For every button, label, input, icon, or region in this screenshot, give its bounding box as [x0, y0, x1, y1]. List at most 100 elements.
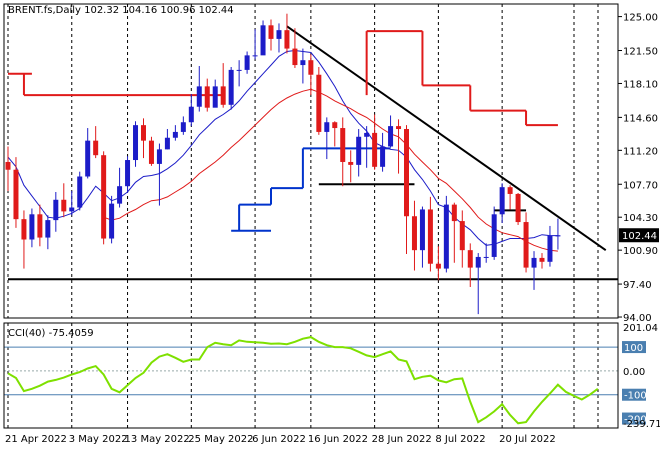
candle-body-bull	[483, 256, 489, 258]
candle-body-bear	[268, 25, 274, 39]
candle-body-bear	[332, 122, 338, 129]
candle-body-bull	[53, 199, 59, 221]
cci-layer	[4, 336, 618, 425]
candle-body-bear	[101, 155, 107, 239]
candle-body-bull	[156, 149, 162, 164]
x-tick-label: 20 Jul 2022	[499, 434, 556, 445]
cci-tick-label: -200	[624, 415, 647, 426]
candle-body-bull	[236, 69, 242, 71]
candle-body-bull	[475, 256, 481, 268]
symbol-header: BRENT.fs,Daily 102.32 104.16 100.96 102.…	[8, 5, 234, 16]
candle-body-bear	[539, 257, 545, 262]
current-price-label: 102.44	[622, 231, 657, 242]
candle-body-bear	[451, 204, 457, 222]
candle-body-bear	[459, 221, 465, 251]
candle-body-bull	[117, 186, 123, 204]
candle-body-bull	[29, 214, 35, 240]
cci-tick-label: 100	[624, 343, 643, 354]
candle-body-bear	[37, 214, 43, 238]
y-tick-label: 118.10	[623, 79, 658, 90]
candle-body-bear	[284, 30, 290, 49]
cci-panel-frame	[3, 322, 619, 429]
candle-body-bear	[21, 219, 27, 240]
x-tick-label: 21 Apr 2022	[5, 434, 67, 445]
candle-body-bull	[531, 257, 537, 268]
candle-body-bull	[77, 176, 83, 208]
candle-body-bear	[340, 128, 346, 162]
candle-body-bull	[324, 122, 330, 132]
candle-body-bear	[5, 161, 11, 170]
y-tick-label: 104.30	[623, 213, 658, 224]
y-tick-label: 114.60	[623, 113, 658, 124]
candle-body-bear	[308, 60, 314, 75]
cci-tick-label: 0.00	[623, 367, 645, 378]
candle-body-bull	[499, 187, 505, 215]
candle-body-bull	[244, 55, 250, 70]
candle-body-bull	[85, 140, 91, 177]
y-tick-label: 100.90	[623, 246, 658, 257]
candle-body-bull	[212, 86, 218, 108]
y-tick-label: 111.20	[623, 146, 658, 157]
candle-body-bull	[356, 136, 362, 165]
candle-body-bear	[13, 169, 19, 220]
candle-body-bull	[196, 86, 202, 107]
candle-body-bull	[300, 60, 306, 66]
candle-body-bull	[419, 209, 425, 251]
cci-level-tag	[622, 412, 646, 425]
cci-tick-label: -239.713	[623, 419, 660, 430]
candle-body-bear	[220, 86, 226, 105]
candle-body-bear	[523, 222, 529, 268]
candle-body-bear	[316, 74, 322, 132]
candle-body-bull	[380, 146, 386, 167]
candle-body-bull	[443, 204, 449, 269]
cci-line	[7, 336, 599, 425]
candle-body-bear	[396, 126, 402, 130]
frame-layer	[3, 3, 619, 429]
cci-header: CCI(40) -75.4059	[8, 328, 94, 339]
candle-body-bull	[260, 25, 266, 56]
candle-layer	[5, 13, 561, 315]
candle-body-bull	[188, 106, 194, 123]
candle-body-bear	[140, 125, 146, 141]
y-tick-label: 94.00	[623, 313, 652, 324]
x-tick-label: 8 Jul 2022	[435, 434, 485, 445]
y-tick-label: 125.00	[623, 13, 658, 24]
cci-level-tag	[622, 341, 646, 354]
candle-body-bull	[491, 214, 497, 257]
candle-body-bull	[125, 160, 131, 187]
candle-body-bear	[427, 209, 433, 264]
candle-body-bear	[467, 250, 473, 268]
candle-body-bull	[172, 131, 178, 138]
x-tick-label: 16 Jun 2022	[308, 434, 368, 445]
x-tick-label: 28 Jun 2022	[372, 434, 432, 445]
y-tick-label: 107.70	[623, 180, 658, 191]
candle-body-bear	[515, 193, 521, 223]
ma-fast-line	[7, 49, 558, 246]
price-panel-frame	[3, 3, 619, 319]
candle-body-bull	[388, 126, 394, 147]
cci-tick-label: -100	[624, 391, 647, 402]
candle-body-bear	[148, 140, 154, 164]
candle-body-bull	[133, 125, 139, 161]
candle-body-bear	[435, 263, 441, 269]
candle-body-bear	[348, 161, 354, 165]
candle-body-bull	[69, 207, 75, 212]
candle-body-bull	[180, 122, 186, 132]
candle-body-bull	[555, 235, 561, 237]
candle-body-bear	[292, 48, 298, 66]
candle-body-bear	[204, 86, 210, 108]
y-tick-label: 97.40	[623, 280, 652, 291]
current-price-tag	[619, 228, 659, 243]
candle-body-bull	[276, 30, 282, 39]
moving-average-layer	[7, 49, 558, 252]
candle-body-bull	[547, 235, 553, 262]
x-tick-label: 6 Jun 2022	[252, 434, 306, 445]
candle-body-bull	[252, 55, 258, 57]
x-tick-label: 3 May 2022	[69, 434, 128, 445]
candle-body-bear	[93, 140, 99, 156]
x-tick-label: 25 May 2022	[188, 434, 253, 445]
